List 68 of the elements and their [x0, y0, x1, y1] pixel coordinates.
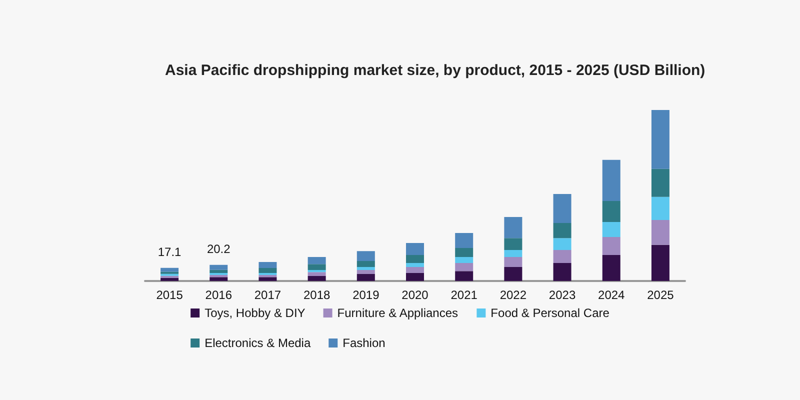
- bar: [455, 232, 474, 248]
- bar: [210, 264, 228, 270]
- bar: [504, 266, 522, 281]
- bar: [356, 251, 375, 261]
- bar: [651, 244, 670, 281]
- bar: [455, 263, 474, 272]
- bar: [553, 223, 572, 238]
- bar: [602, 200, 620, 222]
- legend-label: Fashion: [342, 336, 386, 350]
- annotation: 20.2: [206, 242, 231, 256]
- x-tick-label: 2020: [402, 288, 429, 302]
- legend-label: Furniture & Appliances: [337, 306, 458, 320]
- bar: [406, 243, 424, 256]
- bar: [602, 237, 620, 256]
- bar: [210, 270, 228, 273]
- x-tick-label: 2024: [598, 288, 626, 302]
- bar: [602, 222, 620, 238]
- bar: [406, 272, 424, 281]
- bar: [651, 220, 670, 245]
- bar: [553, 238, 572, 250]
- x-tick-label: 2017: [254, 288, 282, 302]
- bar: [504, 238, 522, 250]
- bar: [308, 276, 326, 281]
- x-tick-label: 2016: [205, 288, 232, 302]
- bar: [160, 268, 179, 272]
- bar: [258, 272, 277, 276]
- bar: [258, 268, 277, 273]
- bar: [356, 266, 375, 270]
- x-tick-label: 2018: [303, 288, 330, 302]
- bar: [308, 257, 326, 264]
- bar: [455, 257, 474, 264]
- bar: [602, 160, 620, 201]
- bar: [308, 272, 326, 276]
- bar: [504, 250, 522, 258]
- legend-label: Electronics & Media: [204, 336, 311, 350]
- bar: [258, 262, 277, 268]
- bar: [455, 248, 474, 258]
- bar: [455, 271, 474, 281]
- bar: [602, 255, 620, 281]
- bar: [553, 263, 572, 281]
- bar: [258, 277, 277, 281]
- bar: [356, 270, 375, 274]
- legend-label: Toys, Hobby & DIY: [204, 306, 306, 320]
- x-tick-label: 2022: [500, 288, 527, 302]
- bar: [553, 250, 572, 264]
- x-tick-label: 2023: [548, 288, 576, 302]
- bar: [651, 110, 670, 169]
- bar: [651, 168, 670, 197]
- x-tick-label: 2021: [450, 288, 478, 302]
- bar: [308, 264, 326, 270]
- bar: [210, 272, 228, 276]
- bar: [160, 278, 179, 281]
- bar: [356, 274, 375, 281]
- bar: [406, 266, 424, 273]
- x-tick-label: 2019: [352, 288, 380, 302]
- x-tick-label: 2015: [156, 288, 184, 302]
- bar: [504, 257, 522, 267]
- bar: [406, 263, 424, 267]
- chart-title: Asia Pacific dropshipping market size, by product, 2015 - 2025 (USD Billion): [165, 62, 706, 79]
- x-tick-label: 2025: [647, 288, 674, 302]
- bar: [553, 194, 572, 224]
- annotation: 17.1: [158, 244, 182, 259]
- legend-label: Food & Personal Care: [490, 306, 610, 320]
- bar: [504, 217, 522, 238]
- bar: [356, 260, 375, 267]
- bar: [406, 255, 424, 264]
- bar: [651, 196, 670, 220]
- bar: [210, 277, 228, 281]
